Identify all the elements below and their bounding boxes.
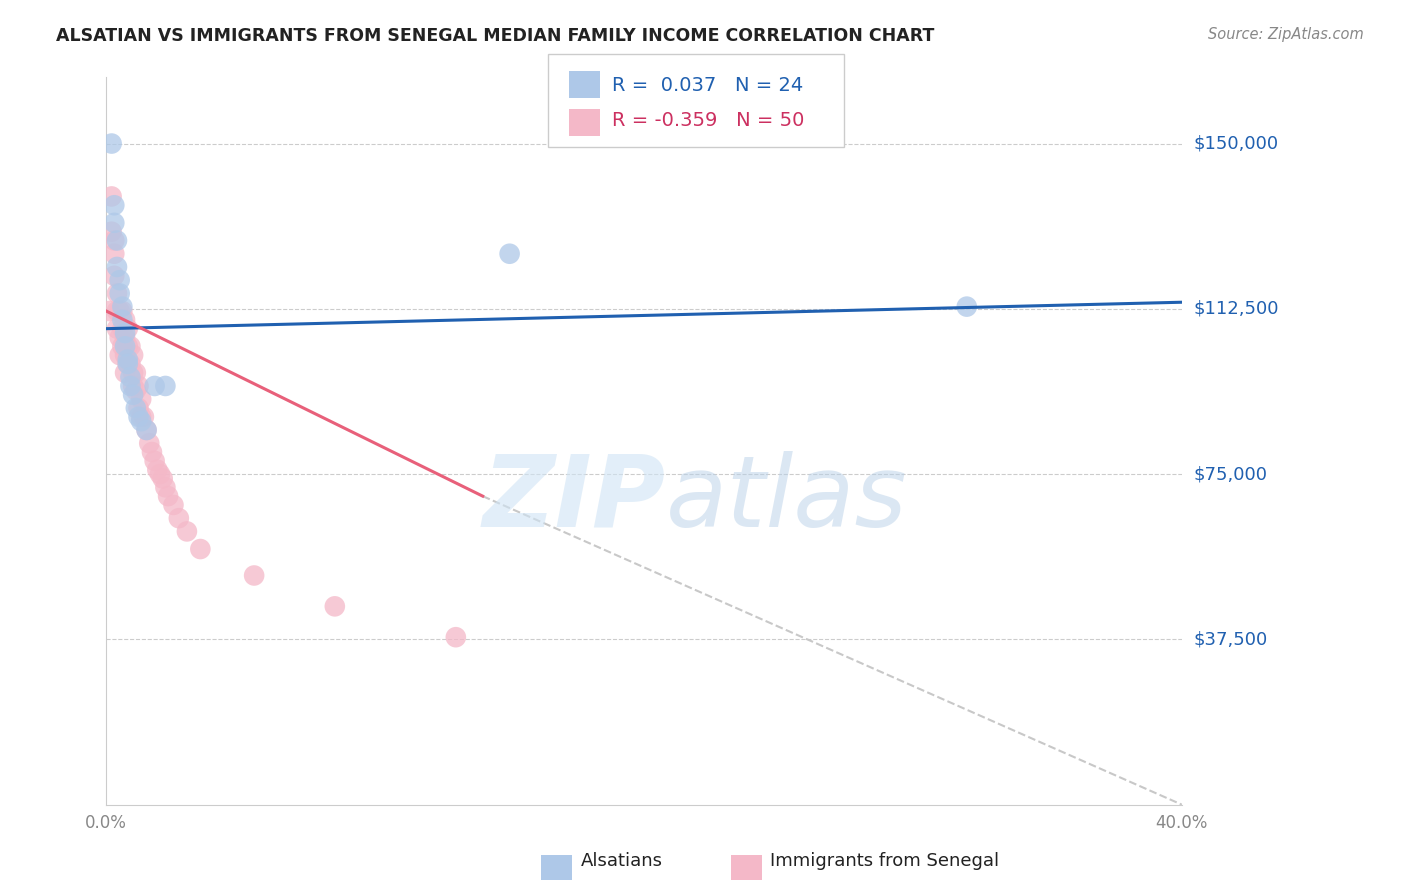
Point bbox=[117, 339, 139, 353]
Point bbox=[117, 321, 139, 335]
Point bbox=[105, 304, 128, 318]
Text: ALSATIAN VS IMMIGRANTS FROM SENEGAL MEDIAN FAMILY INCOME CORRELATION CHART: ALSATIAN VS IMMIGRANTS FROM SENEGAL MEDI… bbox=[56, 27, 935, 45]
Point bbox=[149, 467, 172, 482]
Point bbox=[105, 286, 128, 301]
Point bbox=[125, 384, 148, 398]
Point bbox=[111, 300, 134, 314]
Point bbox=[103, 198, 125, 212]
Text: Alsatians: Alsatians bbox=[581, 852, 662, 870]
Point bbox=[128, 409, 150, 424]
Point bbox=[125, 401, 148, 415]
Point bbox=[128, 379, 150, 393]
Point bbox=[100, 225, 122, 239]
Point bbox=[103, 268, 125, 283]
Point bbox=[111, 313, 134, 327]
Point bbox=[129, 414, 152, 428]
Point bbox=[141, 445, 163, 459]
Point bbox=[155, 379, 177, 393]
Point bbox=[498, 246, 520, 260]
Point bbox=[120, 339, 142, 353]
Point bbox=[128, 401, 150, 415]
Point bbox=[129, 409, 152, 424]
Point bbox=[114, 339, 136, 353]
Point bbox=[111, 321, 134, 335]
Point bbox=[111, 304, 134, 318]
Point bbox=[105, 321, 128, 335]
Point bbox=[444, 630, 467, 644]
Point bbox=[122, 388, 145, 402]
Point bbox=[176, 524, 198, 539]
Point bbox=[114, 313, 136, 327]
Point bbox=[114, 366, 136, 380]
Point bbox=[114, 348, 136, 362]
Point bbox=[105, 234, 128, 248]
Point bbox=[135, 423, 157, 437]
Point bbox=[114, 330, 136, 344]
Point bbox=[143, 454, 166, 468]
Point bbox=[122, 366, 145, 380]
Text: Source: ZipAtlas.com: Source: ZipAtlas.com bbox=[1208, 27, 1364, 42]
Point bbox=[129, 392, 152, 407]
Point bbox=[138, 436, 160, 450]
Point bbox=[103, 234, 125, 248]
Point bbox=[167, 511, 190, 525]
Point bbox=[143, 379, 166, 393]
Point bbox=[117, 352, 139, 367]
Point bbox=[108, 286, 131, 301]
Point bbox=[243, 568, 266, 582]
Point bbox=[105, 260, 128, 274]
Point bbox=[108, 304, 131, 318]
Text: $75,000: $75,000 bbox=[1194, 465, 1267, 483]
Point bbox=[111, 339, 134, 353]
Point bbox=[103, 216, 125, 230]
Text: $37,500: $37,500 bbox=[1194, 631, 1267, 648]
Point bbox=[97, 304, 120, 318]
Point bbox=[120, 370, 142, 384]
Point bbox=[956, 300, 979, 314]
Point bbox=[125, 366, 148, 380]
Point bbox=[120, 357, 142, 371]
Point bbox=[117, 357, 139, 371]
Point bbox=[190, 542, 212, 557]
Point bbox=[108, 330, 131, 344]
Point bbox=[114, 326, 136, 340]
Point bbox=[155, 480, 177, 494]
Text: R =  0.037   N = 24: R = 0.037 N = 24 bbox=[612, 76, 803, 95]
Point bbox=[103, 246, 125, 260]
Point bbox=[132, 409, 155, 424]
Point bbox=[135, 423, 157, 437]
Point bbox=[323, 599, 346, 614]
Point bbox=[162, 498, 184, 512]
Point bbox=[100, 189, 122, 203]
Point bbox=[108, 348, 131, 362]
Point bbox=[120, 379, 142, 393]
Point bbox=[122, 348, 145, 362]
Text: Immigrants from Senegal: Immigrants from Senegal bbox=[770, 852, 1000, 870]
Point bbox=[152, 471, 174, 485]
Text: ZIP: ZIP bbox=[482, 450, 665, 548]
Point bbox=[117, 357, 139, 371]
Point bbox=[108, 273, 131, 287]
Text: $150,000: $150,000 bbox=[1194, 135, 1278, 153]
Text: R = -0.359   N = 50: R = -0.359 N = 50 bbox=[612, 112, 804, 130]
Point bbox=[100, 136, 122, 151]
Point bbox=[157, 489, 180, 503]
Point bbox=[146, 463, 169, 477]
Point bbox=[122, 379, 145, 393]
Text: $112,500: $112,500 bbox=[1194, 300, 1278, 318]
Text: atlas: atlas bbox=[665, 450, 907, 548]
